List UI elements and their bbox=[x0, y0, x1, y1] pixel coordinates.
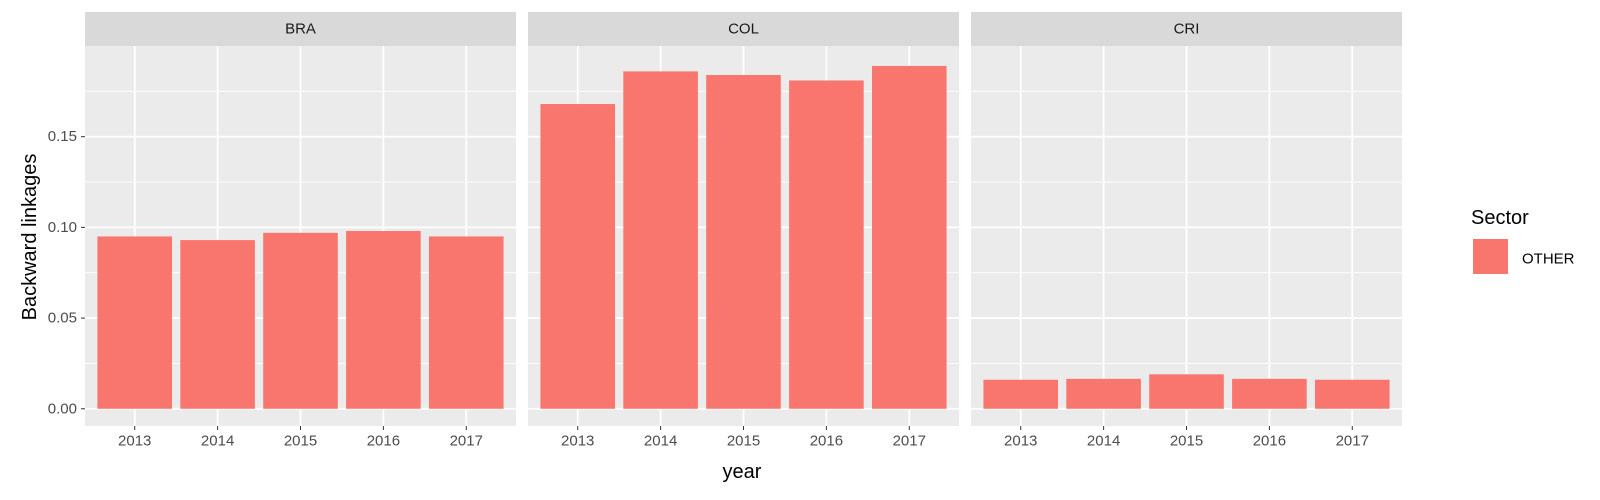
x-tick-label: 2015 bbox=[284, 433, 317, 450]
x-tick-label: 2013 bbox=[118, 433, 151, 450]
bar-cri-2013 bbox=[983, 379, 1059, 409]
bar-col-2015 bbox=[706, 75, 781, 409]
bar-cri-2014 bbox=[1066, 378, 1141, 409]
x-tick-label: 2013 bbox=[1004, 433, 1037, 450]
bar-bra-2017 bbox=[428, 236, 504, 409]
x-tick-label: 2015 bbox=[727, 433, 760, 450]
x-tick-label: 2013 bbox=[561, 433, 594, 450]
y-axis: 0.00 0.05 0.10 0.15 bbox=[48, 128, 85, 417]
facet-strip bbox=[85, 12, 516, 46]
facet-panels: BRA 2013 2014 2015 2016 2017 COL 2013 2014 2015 20… bbox=[48, 12, 1402, 450]
legend-title: Sector bbox=[1471, 207, 1529, 229]
facet-strip bbox=[528, 12, 959, 46]
bar-col-2017 bbox=[871, 65, 947, 409]
y-tick-label: 0.05 bbox=[48, 310, 77, 327]
facet-strip-label: CRI bbox=[1174, 21, 1200, 38]
facet-panel-col: COL 2013 2014 2015 2016 2017 bbox=[528, 12, 959, 450]
x-axis-title: year bbox=[723, 461, 762, 483]
legend-key-other bbox=[1473, 239, 1508, 274]
y-axis-title: Backward linkages bbox=[19, 154, 41, 321]
bar-bra-2015 bbox=[263, 232, 338, 409]
bar-col-2014 bbox=[623, 71, 698, 409]
bar-col-2016 bbox=[789, 80, 864, 409]
x-tick-label: 2015 bbox=[1170, 433, 1203, 450]
bar-cri-2016 bbox=[1232, 378, 1307, 409]
x-tick-label: 2017 bbox=[893, 433, 926, 450]
bar-cri-2015 bbox=[1149, 374, 1224, 409]
legend: Sector OTHER bbox=[1471, 207, 1575, 274]
x-tick-label: 2016 bbox=[810, 433, 843, 450]
x-tick-label: 2016 bbox=[367, 433, 400, 450]
bar-bra-2016 bbox=[346, 231, 421, 409]
facet-strip bbox=[971, 12, 1402, 46]
facet-strip-label: BRA bbox=[285, 21, 316, 38]
x-tick-label: 2016 bbox=[1253, 433, 1286, 450]
bar-col-2013 bbox=[540, 104, 616, 409]
y-tick-label: 0.15 bbox=[48, 128, 77, 145]
facet-panel-cri: CRI 2013 2014 2015 2016 2017 bbox=[971, 12, 1402, 450]
x-tick-label: 2014 bbox=[644, 433, 677, 450]
bar-bra-2014 bbox=[180, 240, 255, 409]
y-tick-label: 0.00 bbox=[48, 400, 77, 417]
facet-strip-label: COL bbox=[728, 21, 759, 38]
bar-cri-2017 bbox=[1314, 379, 1390, 409]
bar-bra-2013 bbox=[97, 236, 173, 409]
legend-label-other: OTHER bbox=[1522, 251, 1575, 268]
x-tick-label: 2014 bbox=[1087, 433, 1120, 450]
x-tick-label: 2014 bbox=[201, 433, 234, 450]
y-tick-label: 0.10 bbox=[48, 219, 77, 236]
facet-panel-bra: BRA 2013 2014 2015 2016 2017 bbox=[85, 12, 516, 450]
x-tick-label: 2017 bbox=[1336, 433, 1369, 450]
x-tick-label: 2017 bbox=[450, 433, 483, 450]
